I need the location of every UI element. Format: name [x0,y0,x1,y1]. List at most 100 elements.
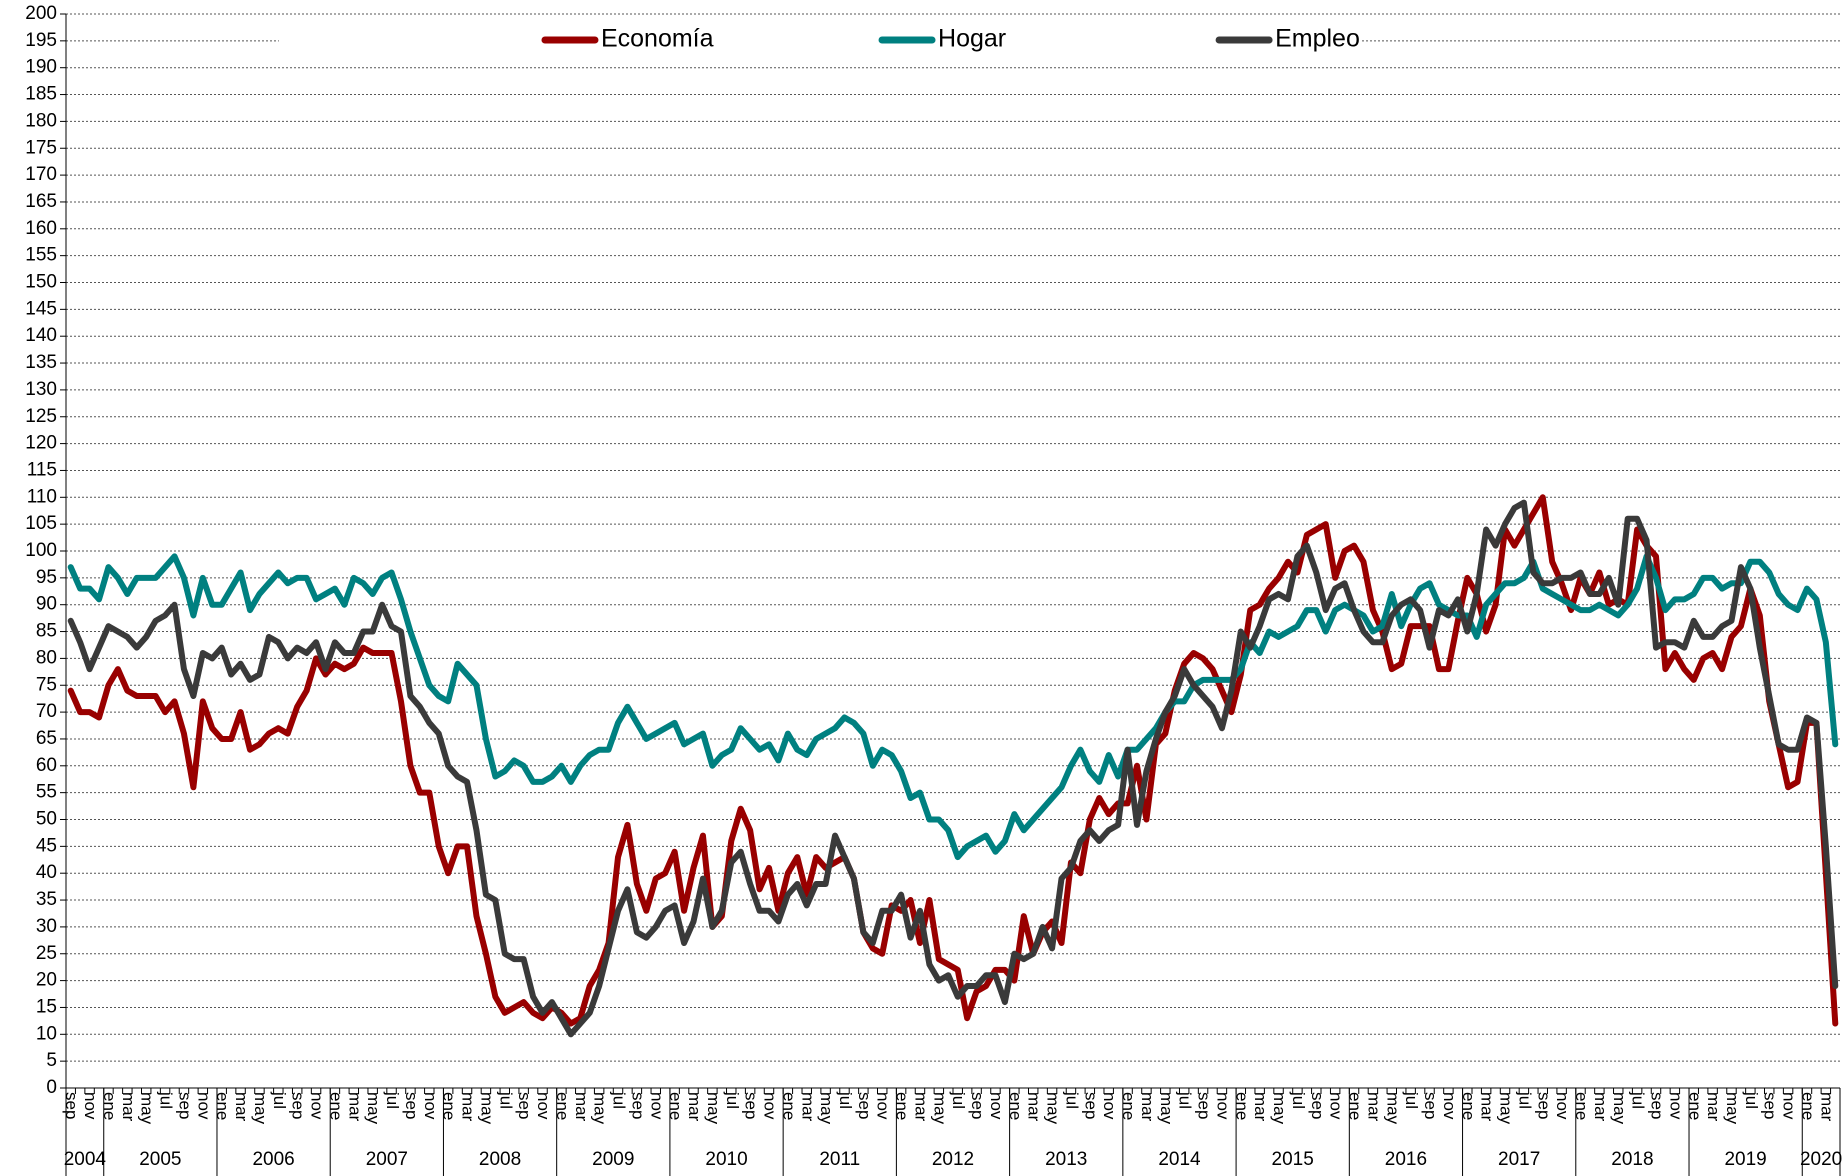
series-line [67,553,1839,861]
x-tick-label: sep [1648,1092,1667,1119]
y-tick-label: 25 [36,943,57,964]
y-tick-label: 105 [25,513,57,534]
x-tick-label: nov [534,1092,553,1120]
year-label: 2018 [1611,1149,1653,1170]
y-tick-label: 170 [25,164,57,185]
x-tick-label: ene [893,1092,912,1120]
x-tick-label: ene [1685,1092,1704,1120]
x-tick-label: may [1610,1092,1629,1125]
y-tick-label: 35 [36,889,57,910]
x-tick-label: mar [1704,1092,1723,1122]
year-label: 2014 [1158,1149,1201,1170]
x-tick-label: nov [874,1092,893,1120]
series-line [67,499,1839,1038]
x-tick-label: jul [1062,1091,1081,1109]
y-tick-label: 5 [46,1050,57,1071]
legend-label: Economía [601,25,714,53]
x-tick-label: ene [100,1092,119,1120]
x-tick-label: nov [1327,1092,1346,1120]
x-tick-label: mar [1025,1092,1044,1122]
x-tick-label: may [591,1092,610,1125]
x-tick-label: ene [666,1092,685,1120]
x-tick-label: jul [1742,1091,1761,1109]
x-tick-label: may [364,1092,383,1125]
y-tick-label: 145 [25,298,57,319]
x-tick-label: jul [1402,1091,1421,1109]
x-tick-label: sep [175,1092,194,1119]
y-tick-label: 200 [25,3,57,24]
x-tick-label: mar [1478,1092,1497,1122]
y-tick-label: 100 [25,540,57,561]
x-tick-label: mar [459,1092,478,1122]
x-tick-label: jul [383,1091,402,1109]
x-tick-label: jul [949,1091,968,1109]
y-tick-label: 190 [25,57,57,78]
y-tick-label: 50 [36,809,57,830]
x-tick-label: jul [1629,1091,1648,1109]
y-tick-label: 180 [25,110,57,131]
x-tick-label: may [1383,1092,1402,1125]
x-tick-label: may [1270,1092,1289,1125]
series-line [67,494,1839,1027]
y-tick-label: 195 [25,30,57,51]
x-tick-label: ene [1459,1092,1478,1120]
year-label: 2005 [139,1149,181,1170]
x-tick-label: mar [685,1092,704,1122]
x-tick-label: nov [194,1092,213,1120]
y-tick-label: 60 [36,755,57,776]
x-tick-label: may [1157,1092,1176,1125]
legend-box [278,18,1362,64]
x-tick-label: nov [1780,1092,1799,1120]
year-label: 2019 [1724,1149,1766,1170]
x-tick-label: may [704,1092,723,1125]
y-tick-label: 160 [25,218,57,239]
x-tick-label: sep [855,1092,874,1119]
x-tick-label: ene [1346,1092,1365,1120]
x-tick-label: sep [1421,1092,1440,1119]
x-tick-label: ene [1572,1092,1591,1120]
x-tick-label: ene [326,1092,345,1120]
y-tick-label: 70 [36,701,57,722]
x-tick-label: sep [515,1092,534,1119]
x-tick-label: may [1497,1092,1516,1125]
year-label: 2012 [932,1149,974,1170]
x-tick-label: may [138,1092,157,1125]
y-tick-label: 75 [36,674,57,695]
x-tick-label: jul [1515,1091,1534,1109]
y-tick-label: 185 [25,84,57,105]
x-tick-label: mar [1251,1092,1270,1122]
year-label: 2004 [64,1149,107,1170]
year-label: 2015 [1272,1149,1314,1170]
x-tick-label: mar [1138,1092,1157,1122]
x-tick-label: nov [987,1092,1006,1120]
x-tick-label: may [1044,1092,1063,1125]
x-tick-label: jul [1289,1091,1308,1109]
y-tick-label: 0 [46,1077,57,1098]
x-tick-label: nov [1213,1092,1232,1120]
x-tick-label: ene [1006,1092,1025,1120]
year-label: 2007 [366,1149,408,1170]
year-label: 2011 [819,1149,860,1170]
x-tick-label: jul [610,1091,629,1109]
x-tick-label: ene [1798,1092,1817,1120]
y-tick-label: 20 [36,970,57,991]
x-tick-label: sep [628,1092,647,1119]
year-label: 2010 [705,1149,747,1170]
x-tick-label: sep [742,1092,761,1119]
x-tick-label: sep [1081,1092,1100,1119]
legend-label: Empleo [1275,25,1360,53]
x-tick-label: sep [1761,1092,1780,1119]
y-tick-label: 110 [27,486,57,507]
x-tick-label: nov [761,1092,780,1120]
y-tick-label: 125 [25,406,57,427]
x-tick-label: nov [1100,1092,1119,1120]
x-tick-label: ene [1119,1092,1138,1120]
x-tick-label: ene [440,1092,459,1120]
x-tick-label: sep [402,1092,421,1119]
y-tick-label: 115 [27,459,57,480]
x-tick-label: mar [1591,1092,1610,1122]
x-tick-label: may [1723,1092,1742,1125]
year-label: 2017 [1498,1149,1540,1170]
x-tick-label: mar [798,1092,817,1122]
